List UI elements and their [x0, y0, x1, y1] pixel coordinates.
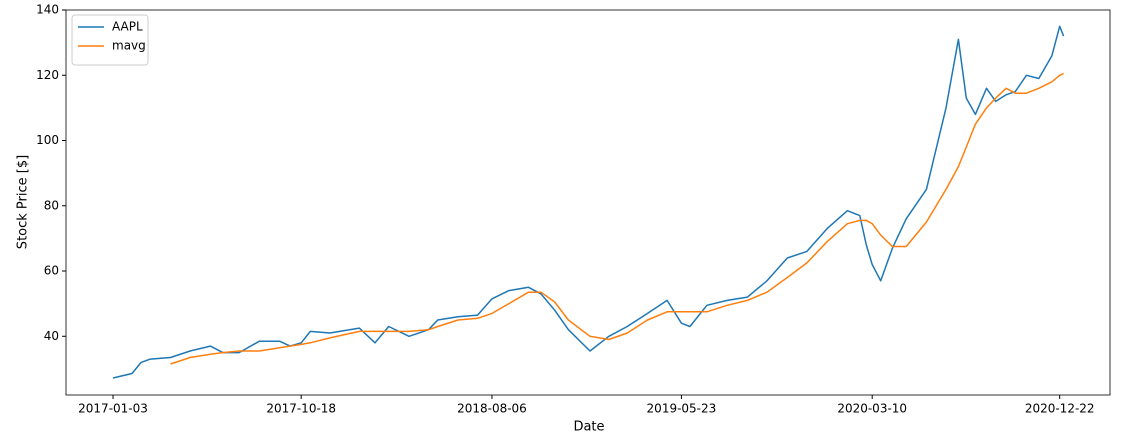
- y-tick-label: 140: [36, 3, 59, 17]
- y-tick-label: 100: [36, 133, 59, 147]
- line-series: [112, 25, 1065, 379]
- y-axis-label: Stock Price [$]: [16, 155, 31, 249]
- legend: AAPL mavg: [71, 14, 149, 66]
- y-tick-label: 40: [44, 329, 59, 343]
- legend-label: AAPL: [112, 20, 143, 34]
- legend-label: mavg: [112, 39, 146, 53]
- y-tick-label: 60: [44, 264, 59, 278]
- y-tick-label: 80: [44, 198, 59, 212]
- x-tick-label: 2020-12-22: [1025, 402, 1095, 416]
- y-tick-label: 120: [36, 68, 59, 82]
- x-tick-label: 2017-01-03: [78, 402, 148, 416]
- x-tick-label: 2020-03-10: [837, 402, 907, 416]
- x-axis-label: Date: [573, 420, 604, 435]
- x-tick-label: 2018-08-06: [457, 402, 527, 416]
- x-tick-label: 2017-10-18: [266, 402, 336, 416]
- line-series: [170, 72, 1064, 365]
- axes-frame: [65, 9, 1111, 396]
- x-tick-label: 2019-05-23: [647, 402, 717, 416]
